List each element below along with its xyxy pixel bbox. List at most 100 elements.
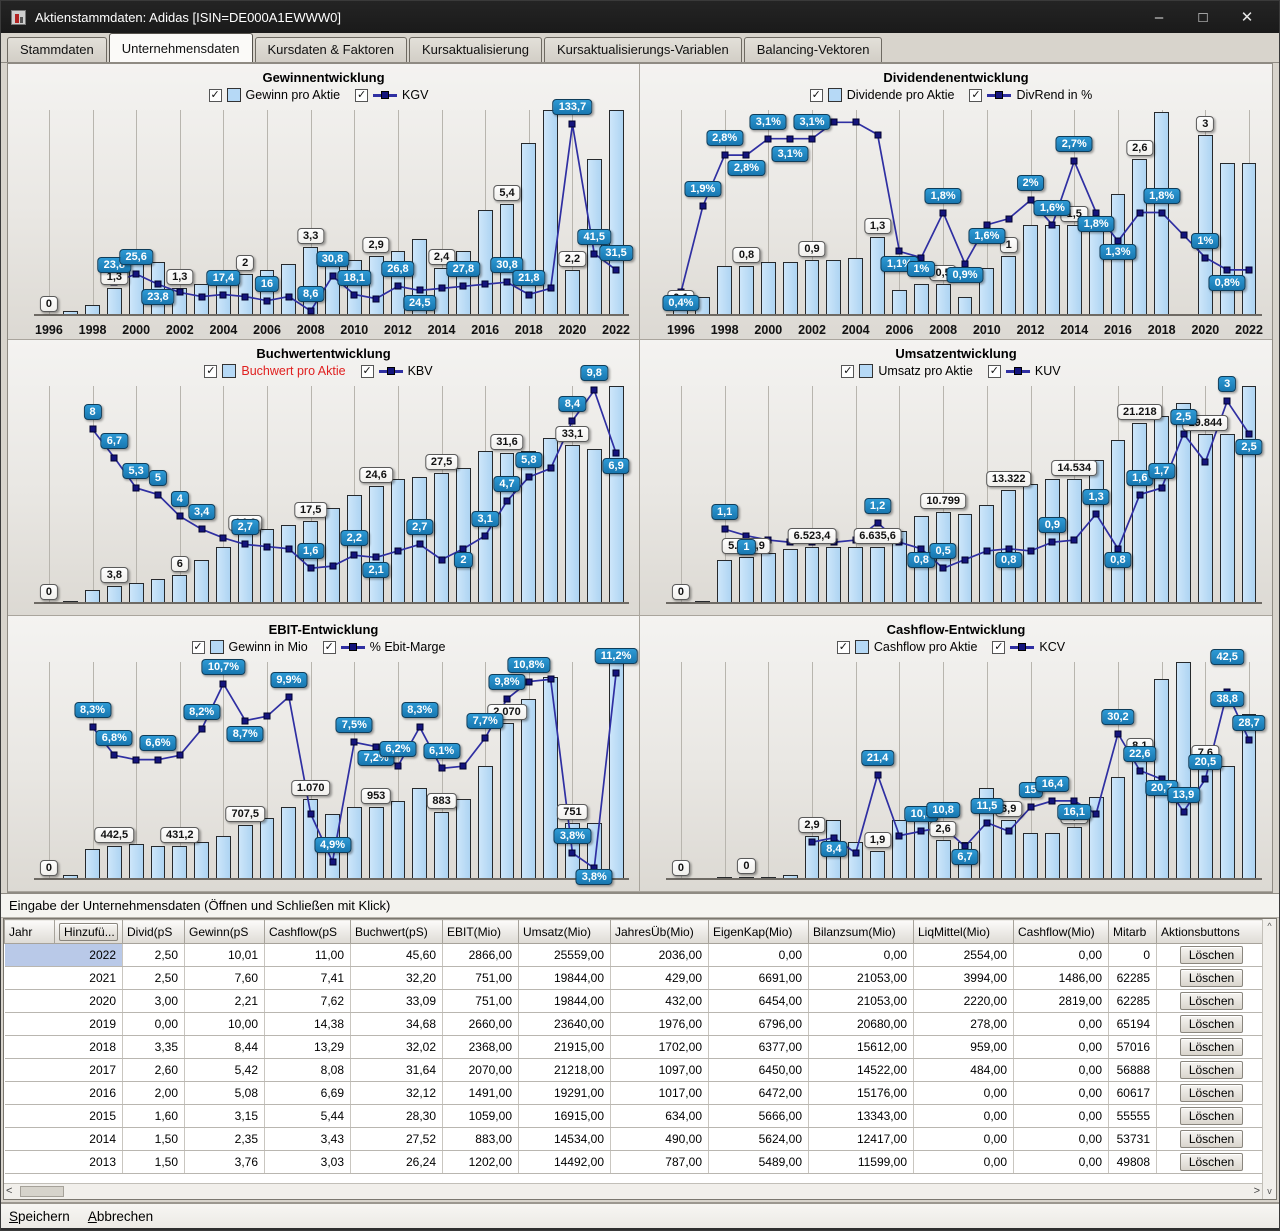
series-checkbox[interactable]: ✓	[809, 88, 823, 102]
line-marker	[808, 135, 816, 143]
tab-kursaktualisierungs-variablen[interactable]: Kursaktualisierungs-Variablen	[543, 37, 742, 62]
delete-row-button[interactable]: Löschen	[1179, 1153, 1244, 1171]
value-cell: 33,09	[350, 989, 443, 1013]
tab-balancing-vektoren[interactable]: Balancing-Vektoren	[743, 37, 883, 62]
value-cell: 27,52	[350, 1127, 443, 1151]
line-value-label: 1,9%	[684, 181, 722, 198]
delete-row-button[interactable]: Löschen	[1179, 1130, 1244, 1148]
line-value-label: 2,5	[1235, 438, 1263, 455]
year-cell[interactable]: 2020	[4, 989, 123, 1013]
line-value-label: 4,7	[493, 476, 521, 493]
series-checkbox[interactable]: ✓	[969, 88, 983, 102]
tab-kursdaten-faktoren[interactable]: Kursdaten & Faktoren	[254, 37, 407, 62]
series-checkbox[interactable]: ✓	[992, 640, 1006, 654]
line-series-swatch	[340, 642, 365, 651]
scroll-down-icon[interactable]: v	[1267, 1186, 1272, 1196]
line-value-label: 24,5	[403, 295, 437, 312]
delete-row-button[interactable]: Löschen	[1179, 1107, 1244, 1125]
line-value-label: 8,4	[820, 840, 848, 857]
table-section-title[interactable]: Eingabe der Unternehmensdaten (Öffnen un…	[1, 893, 1279, 918]
series-checkbox[interactable]: ✓	[841, 364, 855, 378]
scroll-up-icon[interactable]: ^	[1267, 921, 1272, 931]
action-cell: Löschen	[1156, 1081, 1267, 1105]
value-cell: 5489,00	[708, 1150, 809, 1174]
line-value-label: 23,8	[141, 289, 175, 306]
line-marker	[329, 858, 336, 866]
series-checkbox[interactable]: ✓	[191, 640, 205, 654]
delete-row-button[interactable]: Löschen	[1179, 1015, 1244, 1033]
year-cell[interactable]: 2013	[4, 1150, 123, 1174]
maximize-button[interactable]: □	[1198, 8, 1208, 26]
x-axis	[666, 878, 1262, 880]
line-marker	[1201, 775, 1209, 783]
year-cell[interactable]: 2022	[4, 943, 123, 967]
cancel-link[interactable]: Abbrechen	[87, 1208, 154, 1224]
delete-row-button[interactable]: Löschen	[1179, 992, 1244, 1010]
scroll-right-icon[interactable]: >	[1253, 1185, 1260, 1197]
add-row-button[interactable]: Hinzufü...	[59, 922, 118, 941]
year-cell[interactable]: 2021	[4, 966, 123, 990]
line-marker	[895, 832, 903, 840]
line-marker	[525, 678, 533, 686]
gridline	[855, 662, 857, 879]
action-cell: Löschen	[1156, 989, 1267, 1013]
gridline	[1117, 662, 1119, 879]
series-checkbox[interactable]: ✓	[208, 88, 222, 102]
series-checkbox[interactable]: ✓	[355, 88, 369, 102]
series-checkbox[interactable]: ✓	[204, 364, 218, 378]
chart-panel-gewinnentwicklung: Gewinnentwicklung ✓ Gewinn pro Aktie ✓ KGV 0 1…	[8, 64, 640, 340]
delete-row-button[interactable]: Löschen	[1179, 969, 1244, 987]
tab-unternehmensdaten[interactable]: Unternehmensdaten	[108, 33, 253, 62]
year-cell[interactable]: 2019	[4, 1012, 123, 1036]
bar-value-label: 1,3	[100, 269, 128, 286]
year-cell[interactable]: 2015	[4, 1104, 123, 1128]
column-header-1[interactable]: Hinzufü...	[54, 919, 123, 944]
value-cell: 3,35	[122, 1035, 185, 1059]
series-label: Umsatz pro Aktie	[878, 364, 973, 378]
value-cell: 5666,00	[708, 1104, 809, 1128]
year-cell[interactable]: 2018	[4, 1035, 123, 1059]
line-marker	[416, 540, 424, 548]
delete-row-button[interactable]: Löschen	[1179, 946, 1244, 964]
scroll-left-icon[interactable]: <	[6, 1185, 13, 1197]
series-checkbox[interactable]: ✓	[360, 364, 374, 378]
chart-title: Buchwertentwicklung	[256, 346, 391, 361]
series-checkbox[interactable]: ✓	[987, 364, 1001, 378]
value-cell: 0,00	[913, 1081, 1014, 1105]
gridline	[855, 110, 857, 315]
x-axis	[34, 314, 629, 316]
delete-row-button[interactable]: Löschen	[1179, 1038, 1244, 1056]
close-button[interactable]: ✕	[1240, 9, 1254, 26]
year-cell[interactable]: 2016	[4, 1081, 123, 1105]
delete-row-button[interactable]: Löschen	[1179, 1061, 1244, 1079]
value-cell: 65194	[1108, 1012, 1157, 1036]
x-axis	[34, 878, 629, 880]
x-axis-year-label: 1998	[710, 323, 739, 337]
delete-row-button[interactable]: Löschen	[1179, 1084, 1244, 1102]
tab-kursaktualisierung[interactable]: Kursaktualisierung	[408, 37, 542, 62]
series-checkbox[interactable]: ✓	[322, 640, 336, 654]
value-cell: 2,21	[184, 989, 265, 1013]
line-value-label: 27,8	[446, 261, 481, 278]
gridline	[812, 662, 814, 879]
gridline	[48, 110, 50, 315]
year-cell[interactable]: 2014	[4, 1127, 123, 1151]
line-value-label: 5,8	[515, 452, 543, 469]
value-cell: 1,50	[122, 1127, 185, 1151]
year-cell[interactable]: 2017	[4, 1058, 123, 1082]
value-cell: 751,00	[442, 966, 519, 990]
save-link[interactable]: Speichern	[9, 1208, 70, 1224]
line-marker-icon	[386, 366, 395, 375]
line-value-label: 10,7%	[201, 658, 246, 675]
horizontal-scroll-thumb[interactable]	[20, 1186, 64, 1197]
column-header-12: Cashflow(Mio)	[1013, 919, 1109, 944]
vertical-scrollbar[interactable]: ^ v	[1262, 919, 1276, 1199]
value-cell: 14,38	[264, 1012, 351, 1036]
tab-stammdaten[interactable]: Stammdaten	[7, 37, 107, 62]
chart-panel-ebit-entwicklung: EBIT-Entwicklung ✓ Gewinn in Mio ✓ % Ebit-Ma…	[8, 616, 640, 892]
action-cell: Löschen	[1156, 1104, 1267, 1128]
series-checkbox[interactable]: ✓	[836, 640, 850, 654]
horizontal-scrollbar[interactable]: < >	[4, 1183, 1262, 1199]
line-value-label: 9,8	[580, 365, 608, 382]
minimize-button[interactable]: –	[1154, 8, 1164, 26]
